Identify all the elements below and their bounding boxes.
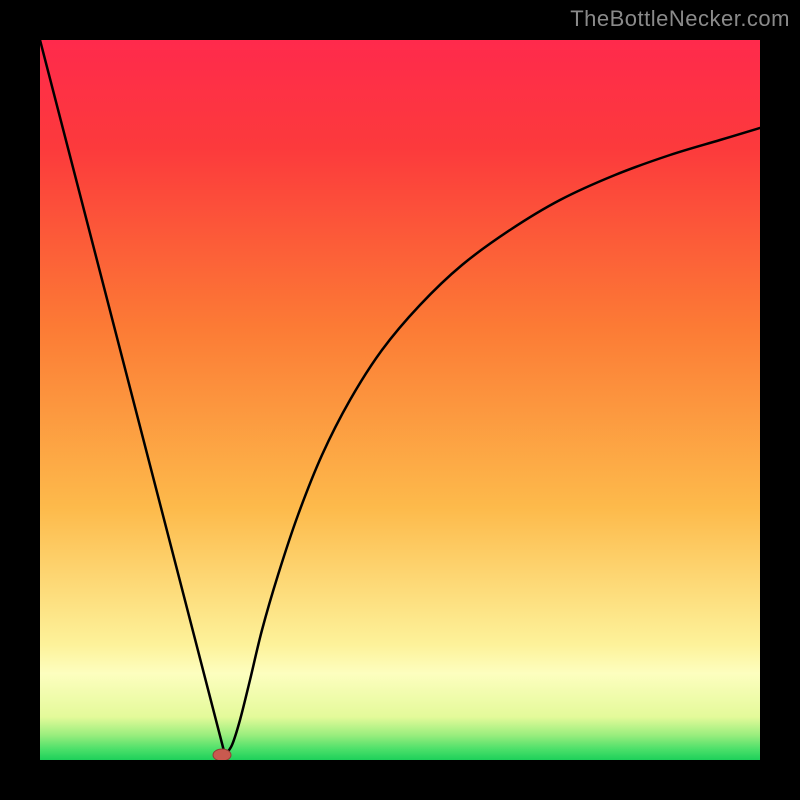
chart-plot-area xyxy=(40,40,760,760)
chart-container: TheBottleNecker.com xyxy=(0,0,800,800)
optimal-marker xyxy=(213,749,231,761)
watermark-text: TheBottleNecker.com xyxy=(570,6,790,32)
bottleneck-chart xyxy=(0,0,800,800)
